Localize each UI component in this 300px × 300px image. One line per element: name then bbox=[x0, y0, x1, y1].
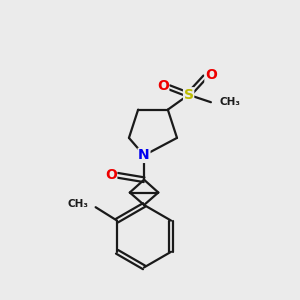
Text: O: O bbox=[105, 168, 117, 182]
Text: CH₃: CH₃ bbox=[67, 199, 88, 209]
Text: O: O bbox=[157, 79, 169, 93]
Text: S: S bbox=[184, 88, 194, 102]
Text: CH₃: CH₃ bbox=[220, 97, 241, 107]
Text: N: N bbox=[138, 148, 150, 162]
Text: O: O bbox=[205, 68, 217, 83]
